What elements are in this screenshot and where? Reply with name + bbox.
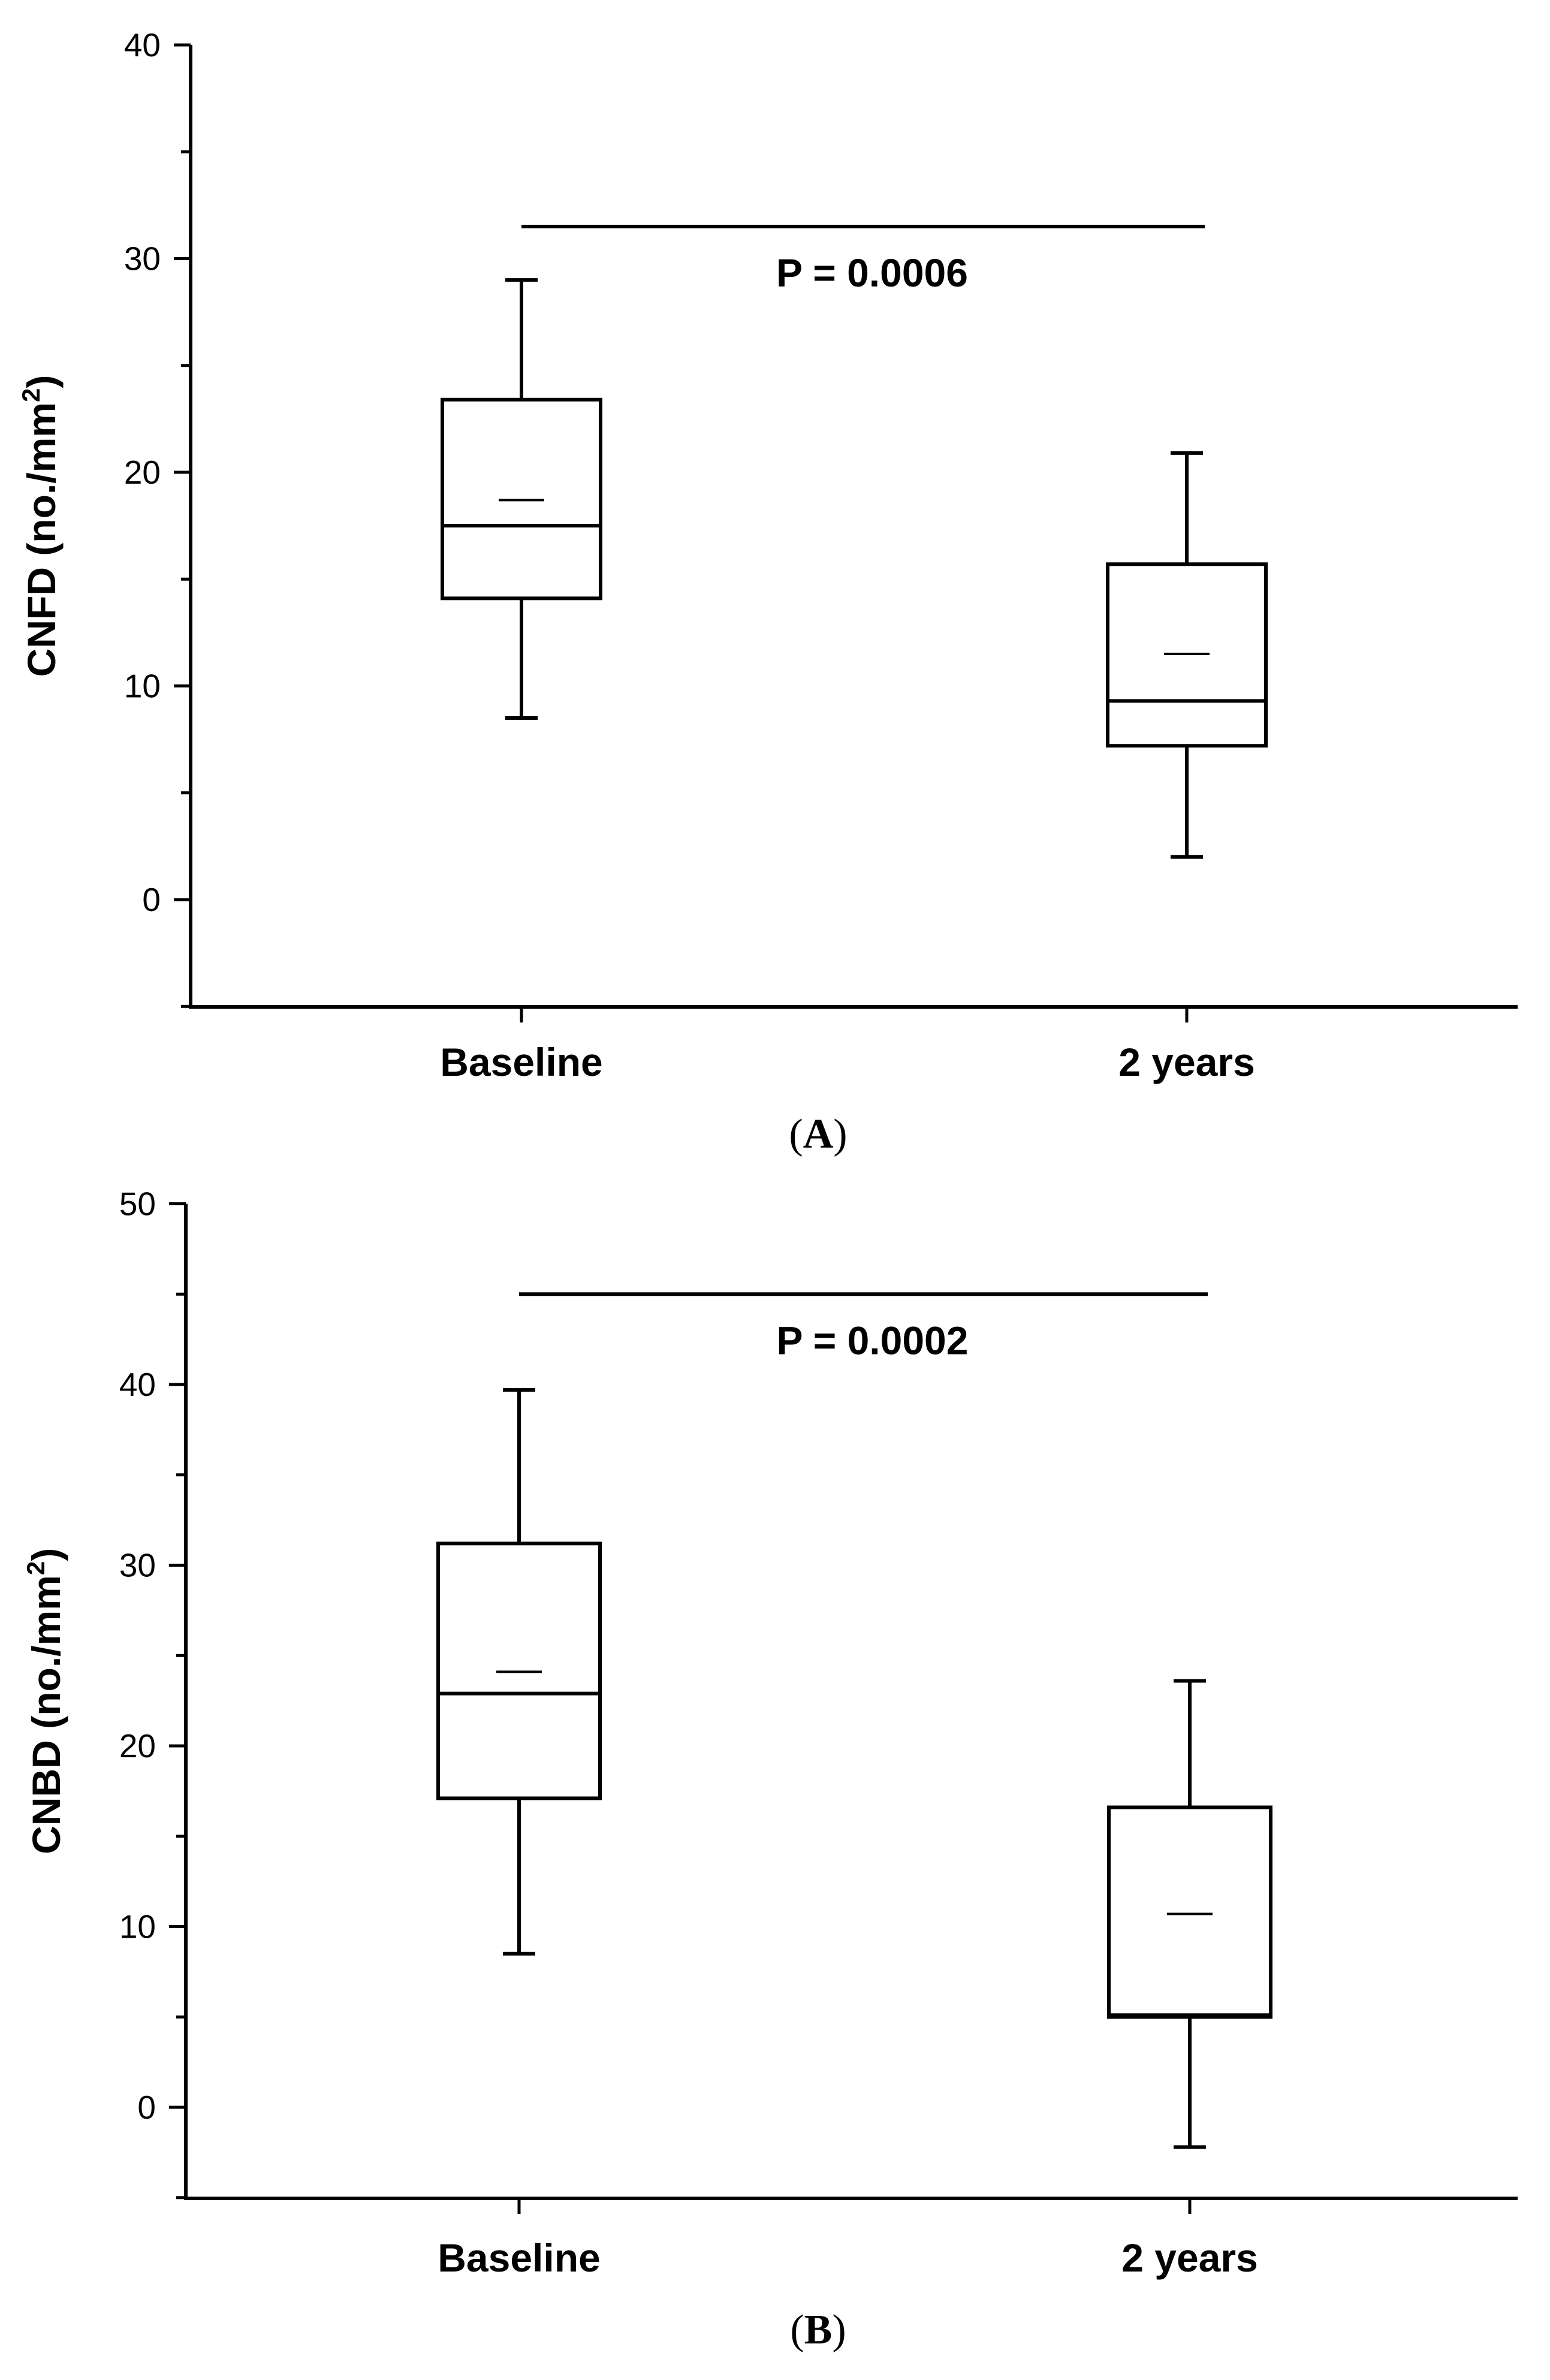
y-axis-title-superscript: 2 [22, 1561, 50, 1575]
panel-label-open: ( [789, 1111, 803, 1157]
y-axis-title-close: ) [19, 375, 64, 388]
box-iqr [1107, 1805, 1272, 2019]
y-axis-title-main: CNBD (no./mm [24, 1575, 68, 1854]
x-tick-label: 2 years [1118, 1040, 1255, 1084]
y-tick-label: 30 [124, 240, 161, 277]
y-tick-label: 40 [119, 1366, 156, 1403]
y-tick-label: 10 [124, 668, 161, 705]
panel-a: 0 10 20 30 40 Baseline 2 years CNFD (no./mm2) P … [17, 26, 1518, 1157]
panel-b: 0 10 20 30 40 50 Baseline 2 years CNBD (no./mm2)… [22, 1186, 1518, 2353]
y-tick-label: 40 [124, 26, 161, 64]
y-axis-title-superscript: 2 [17, 388, 45, 402]
panel-label-open: ( [790, 2307, 804, 2353]
box-plot-2-years [1106, 451, 1268, 859]
box-iqr [1106, 562, 1268, 748]
box-plot-baseline [441, 278, 602, 720]
y-axis-title: CNFD (no./mm2) [17, 375, 64, 677]
x-tick-label: Baseline [438, 2236, 600, 2280]
y-tick-label: 0 [142, 881, 161, 918]
y-axis-title-close: ) [24, 1548, 68, 1561]
y-tick-label: 20 [124, 454, 161, 491]
p-value-label: P = 0.0002 [777, 1318, 969, 1362]
y-tick-label: 20 [119, 1727, 156, 1764]
y-axis-title-main: CNFD (no./mm [19, 402, 64, 677]
y-tick-label: 10 [119, 1908, 156, 1945]
panel-label-letter: A [803, 1111, 834, 1157]
y-tick-label: 0 [137, 2089, 156, 2126]
x-tick-label: 2 years [1121, 2236, 1258, 2280]
box-iqr [436, 1542, 602, 1800]
box-plot-2-years [1107, 1679, 1272, 2149]
box-iqr [441, 397, 602, 601]
panel-label-letter: B [804, 2307, 833, 2353]
x-tick-label: Baseline [440, 1040, 602, 1084]
panel-label: (B) [790, 2307, 846, 2353]
y-tick-label: 50 [119, 1186, 156, 1223]
box-plot-baseline [436, 1388, 602, 1956]
p-value-label: P = 0.0006 [776, 251, 968, 295]
y-tick-label: 30 [119, 1547, 156, 1584]
y-axis-title: CNBD (no./mm2) [22, 1548, 68, 1854]
panel-label-close: ) [832, 2307, 846, 2353]
panel-label: (A) [789, 1111, 847, 1157]
panel-label-close: ) [833, 1111, 847, 1157]
